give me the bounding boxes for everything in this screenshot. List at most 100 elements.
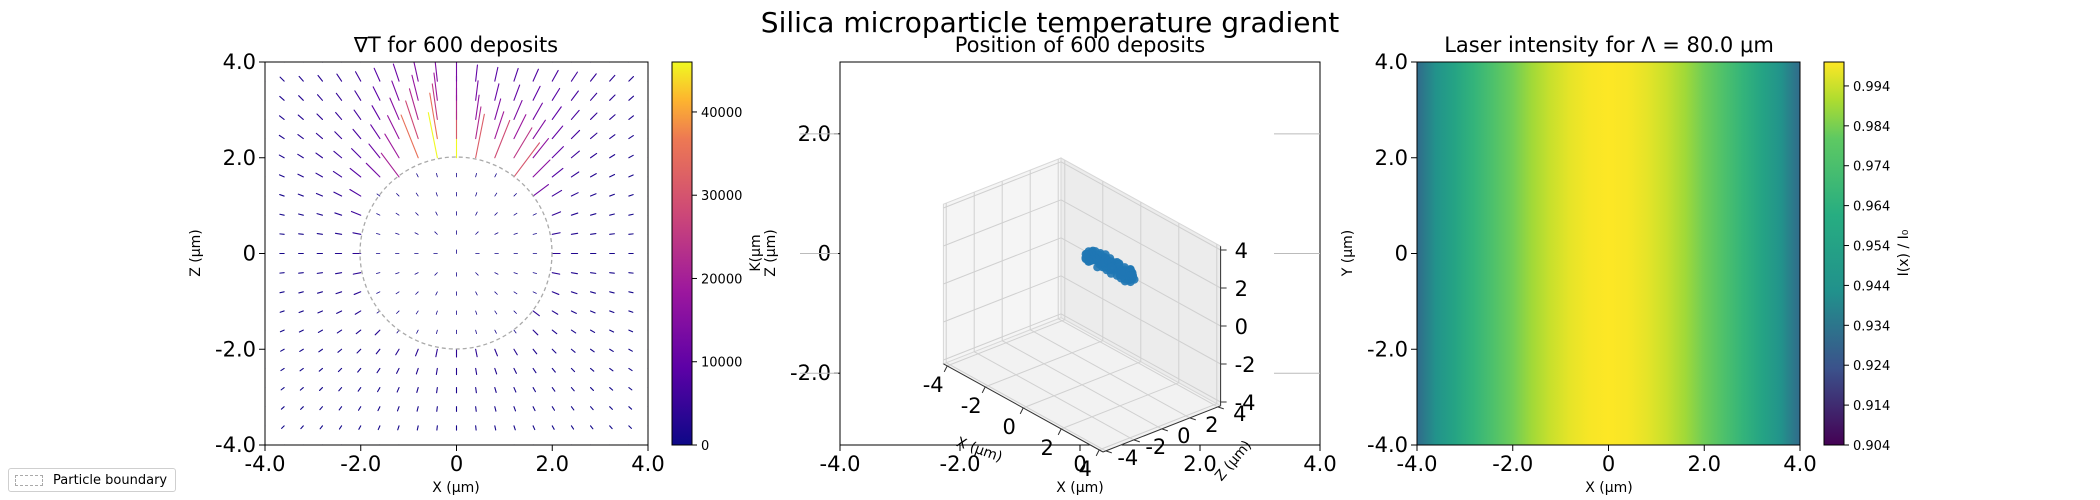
gradient-arrow [416, 406, 419, 412]
gradient-arrow [589, 272, 597, 274]
gradient-arrow [494, 83, 500, 101]
gradient-arrow [647, 195, 648, 197]
gradient-arrow [570, 329, 577, 334]
scatter3d-x-label: X (μm) [1056, 480, 1104, 496]
gradient-arrow [278, 174, 285, 178]
grid-line [943, 161, 1062, 209]
y-tick-label: 0 [243, 242, 256, 266]
gradient-arrow [280, 386, 285, 391]
gradient-arrow [265, 214, 266, 216]
gradient-arrow [338, 406, 343, 411]
gradient-arrow [334, 212, 343, 216]
grid-line [1029, 329, 1191, 419]
heatmap-colorbar-ticks: 0.904 0.914 0.924 0.934 0.944 0.954 0.964 0.974… [1844, 80, 1890, 454]
gradient-arrow [475, 310, 478, 315]
gradient-arrow [298, 75, 304, 82]
gradient-arrow [628, 76, 634, 82]
gradient-arrow [400, 114, 419, 159]
gradient-arrow [358, 425, 362, 430]
gradient-arrow [494, 367, 498, 375]
gradient-arrow [351, 148, 362, 159]
gradient-arrow [436, 406, 438, 412]
gradient-arrow [628, 95, 635, 101]
scatter3d-outer-ticks: -4.0 -2.0 0 2.0 4.02.00-2.0 [790, 122, 1337, 476]
colorbar-tick-label: 0.944 [1853, 279, 1890, 294]
gradient-arrow [532, 310, 540, 317]
gradient-arrow [628, 406, 633, 410]
gradient-arrow [416, 173, 419, 178]
gradient-arrow [513, 212, 518, 216]
gradient-arrow [647, 310, 648, 312]
y-tick-label: -2.0 [215, 337, 256, 361]
z3d-tick-label: -2 [1235, 353, 1256, 377]
gradient-arrow [589, 62, 592, 63]
gradient-arrow [265, 329, 266, 331]
x-tick-label: -4.0 [245, 452, 286, 476]
gradient-arrow [570, 90, 579, 101]
gradient-arrow [349, 167, 362, 178]
gradient-arrow [551, 348, 557, 354]
gradient-arrow [475, 406, 477, 412]
z3d-tick-label: 0 [1235, 315, 1248, 339]
gradient-arrow [279, 213, 285, 216]
heatmap-x-label: X (μm) [1585, 480, 1633, 496]
y-tick-label: 4.0 [223, 50, 256, 74]
gradient-arrow [532, 85, 541, 101]
gradient-arrow [532, 367, 537, 374]
y3d-tick-label: 0 [1177, 424, 1190, 448]
gradient-arrow [298, 95, 304, 101]
gradient-arrow [513, 444, 515, 445]
gradient-arrow [265, 62, 266, 63]
gradient-arrow [551, 232, 561, 235]
gradient-arrow [373, 67, 381, 82]
gradient-arrow [395, 232, 400, 235]
scatter3d-y-label-overlap: K(μm [748, 234, 764, 271]
gradient-arrow [551, 125, 564, 140]
gradient-arrow [647, 157, 648, 159]
z3d-tick-label: 4 [1235, 239, 1248, 263]
gradient-arrow [475, 386, 477, 394]
gradient-arrow [436, 386, 438, 394]
gradient-arrow [377, 406, 381, 412]
y3d-tick-label: -2 [1145, 435, 1166, 459]
gradient-arrow [395, 348, 400, 356]
gradient-arrow [336, 73, 343, 82]
gradient-arrow [609, 425, 613, 430]
y-tick-label: 2.0 [1375, 146, 1408, 170]
y-tick-label: 4.0 [1375, 50, 1408, 74]
gradient-arrow [513, 67, 519, 82]
gradient-arrow [589, 213, 597, 216]
gradient-arrow [298, 310, 304, 314]
gradient-arrow [377, 386, 381, 393]
gradient-arrow [357, 406, 362, 411]
grid-line [943, 237, 1062, 285]
gradient-arrow [370, 124, 381, 140]
gradient-arrow [319, 386, 324, 391]
gradient-arrow [513, 99, 523, 120]
gradient-arrow [435, 211, 438, 216]
gradient-arrow [413, 62, 419, 82]
heatmap-y-ticks: -4.0 -2.0 0 2.0 4.0 [1367, 50, 1417, 457]
gradient-arrow [494, 192, 498, 197]
gradient-arrow [628, 310, 634, 313]
y3d-tick-mark [1217, 406, 1224, 410]
gradient-arrow [396, 406, 400, 412]
gradient-arrow [551, 310, 559, 315]
gradient-arrow [589, 310, 596, 314]
x3d-tick-mark [1057, 428, 1062, 436]
x-tick-label: -2.0 [1492, 452, 1533, 476]
colorbar-tick-label: 0.984 [1853, 120, 1890, 135]
x-tick-label: 0 [1602, 452, 1615, 476]
gradient-arrow [336, 329, 343, 334]
grid-line [1001, 340, 1163, 430]
gradient-arrow [433, 72, 438, 101]
gradient-arrow [589, 92, 598, 101]
gradient-arrow [647, 329, 648, 331]
gradient-arrow [265, 137, 266, 140]
gradient-arrow [551, 167, 564, 178]
gradient-arrow [337, 367, 343, 373]
gradient-arrow [302, 62, 304, 63]
gradient-arrow [278, 134, 285, 140]
gradient-arrow [570, 406, 575, 411]
gradient-arrow [427, 112, 438, 159]
